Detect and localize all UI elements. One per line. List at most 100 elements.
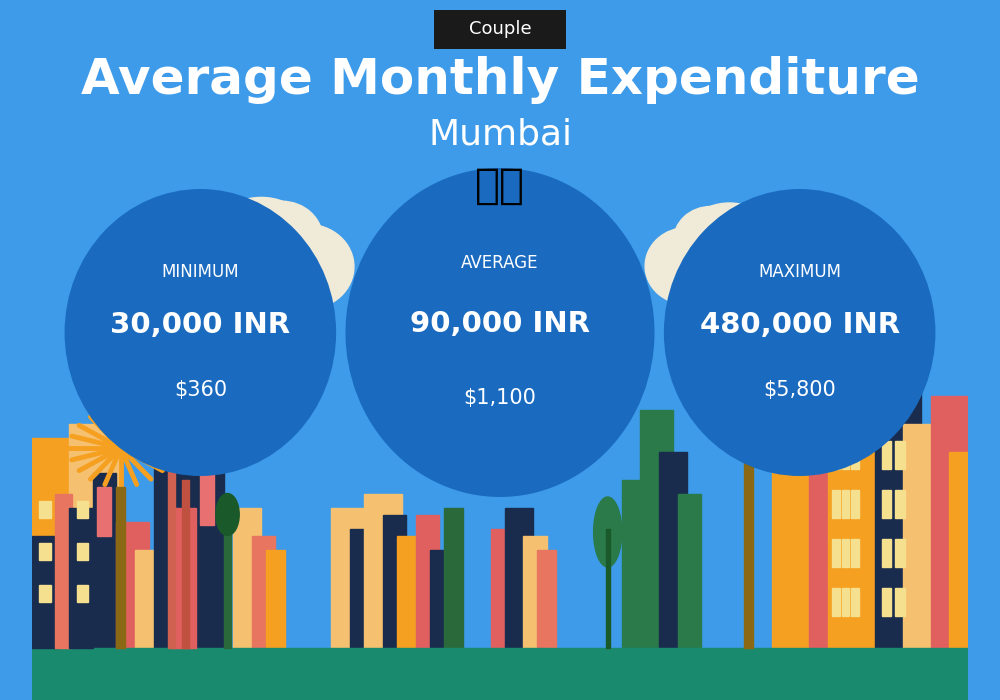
Bar: [851, 588, 859, 616]
Bar: [397, 536, 425, 648]
Bar: [93, 473, 116, 648]
Bar: [154, 452, 191, 648]
Bar: [537, 550, 556, 648]
Ellipse shape: [216, 494, 239, 536]
Bar: [622, 480, 659, 648]
Bar: [931, 395, 968, 648]
Text: 🇮🇳: 🇮🇳: [475, 164, 525, 206]
Bar: [252, 536, 275, 648]
Bar: [842, 392, 849, 420]
Text: Couple: Couple: [469, 20, 531, 38]
Text: MINIMUM: MINIMUM: [162, 263, 239, 281]
Ellipse shape: [241, 202, 323, 278]
Text: 90,000 INR: 90,000 INR: [410, 310, 590, 338]
Bar: [832, 588, 840, 616]
Bar: [331, 508, 364, 648]
Bar: [846, 354, 884, 648]
Bar: [851, 392, 859, 420]
Bar: [772, 452, 804, 648]
Bar: [350, 528, 378, 648]
Bar: [172, 508, 196, 648]
Ellipse shape: [594, 497, 622, 567]
Bar: [168, 452, 175, 648]
Bar: [903, 424, 940, 648]
Text: $1,100: $1,100: [464, 389, 536, 408]
Text: AVERAGE: AVERAGE: [461, 254, 539, 272]
Bar: [444, 508, 463, 648]
Ellipse shape: [673, 206, 748, 276]
Bar: [882, 490, 891, 518]
Bar: [233, 508, 261, 648]
Bar: [39, 500, 51, 518]
Bar: [77, 584, 88, 602]
Bar: [875, 382, 921, 648]
Bar: [39, 584, 51, 602]
Ellipse shape: [261, 224, 354, 309]
Bar: [523, 536, 547, 648]
Bar: [191, 424, 224, 648]
Bar: [832, 539, 840, 567]
Ellipse shape: [345, 168, 655, 497]
Text: 30,000 INR: 30,000 INR: [110, 312, 290, 340]
Bar: [32, 438, 83, 648]
Ellipse shape: [477, 379, 523, 489]
Text: $5,800: $5,800: [763, 380, 836, 400]
Bar: [266, 550, 285, 648]
Bar: [882, 441, 891, 469]
Bar: [842, 588, 849, 616]
Bar: [895, 490, 905, 518]
Text: MAXIMUM: MAXIMUM: [758, 263, 841, 281]
Bar: [678, 494, 701, 648]
Bar: [55, 494, 72, 648]
FancyBboxPatch shape: [434, 10, 566, 49]
Text: 480,000 INR: 480,000 INR: [700, 312, 900, 340]
Bar: [832, 392, 840, 420]
Bar: [828, 312, 903, 648]
Ellipse shape: [169, 224, 261, 309]
Ellipse shape: [65, 189, 336, 476]
Bar: [39, 542, 51, 560]
Bar: [383, 514, 406, 648]
Bar: [882, 588, 891, 616]
Bar: [69, 508, 93, 648]
Bar: [97, 486, 111, 536]
Bar: [69, 424, 121, 648]
Bar: [116, 486, 125, 648]
Ellipse shape: [664, 189, 935, 476]
Bar: [842, 490, 849, 518]
Bar: [895, 539, 905, 567]
Text: Average Monthly Expenditure: Average Monthly Expenditure: [81, 57, 919, 104]
Ellipse shape: [729, 228, 814, 304]
Ellipse shape: [645, 228, 729, 304]
Bar: [182, 480, 189, 648]
Bar: [77, 500, 88, 518]
Bar: [491, 528, 514, 648]
Bar: [430, 550, 453, 648]
Bar: [851, 441, 859, 469]
Text: Mumbai: Mumbai: [428, 118, 572, 151]
Bar: [606, 528, 610, 648]
Bar: [832, 490, 840, 518]
Bar: [505, 508, 533, 648]
Bar: [32, 536, 60, 648]
Bar: [200, 455, 214, 525]
Bar: [895, 588, 905, 616]
Bar: [832, 441, 840, 469]
Bar: [809, 354, 837, 648]
Bar: [224, 522, 231, 648]
Bar: [851, 539, 859, 567]
Bar: [364, 494, 402, 648]
Ellipse shape: [199, 202, 282, 278]
Ellipse shape: [711, 206, 786, 276]
Bar: [949, 452, 968, 648]
Bar: [882, 539, 891, 567]
Bar: [790, 395, 828, 648]
Bar: [116, 522, 149, 648]
Ellipse shape: [673, 203, 786, 315]
Text: $360: $360: [174, 380, 227, 400]
Bar: [32, 648, 968, 700]
Bar: [135, 550, 172, 648]
Bar: [842, 539, 849, 567]
Ellipse shape: [199, 197, 323, 321]
Bar: [640, 410, 673, 648]
